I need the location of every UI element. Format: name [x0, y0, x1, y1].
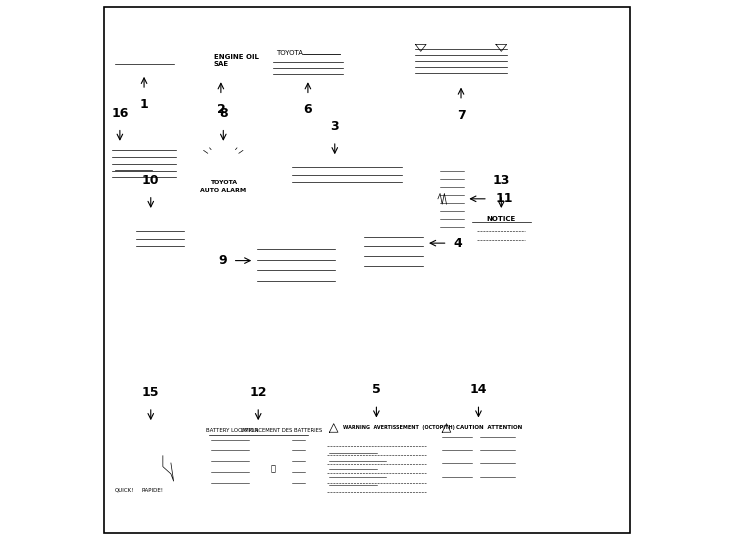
Bar	[109, 211, 192, 254]
Bar	[192, 144, 254, 198]
Bar	[464, 71, 479, 82]
Bar	[442, 71, 457, 82]
Bar	[437, 421, 520, 434]
Text: 1: 1	[139, 98, 148, 111]
Text: 16: 16	[111, 106, 128, 119]
Text: EMPLACEMENT DES BATTERIES: EMPLACEMENT DES BATTERIES	[241, 428, 322, 434]
Bar	[262, 157, 407, 198]
Text: 15: 15	[142, 386, 159, 399]
Bar	[168, 237, 184, 243]
Bar	[404, 258, 420, 265]
Bar	[378, 180, 399, 193]
Text: RAPIDE!: RAPIDE!	[142, 488, 164, 493]
Bar	[109, 144, 179, 184]
Bar	[437, 421, 520, 501]
Bar	[131, 237, 147, 243]
Bar	[123, 440, 128, 444]
Bar	[469, 211, 534, 270]
Bar	[294, 69, 308, 77]
Text: WARNING  AVERTISSEMENT  (OCTOPITH): WARNING AVERTISSEMENT (OCTOPITH)	[343, 425, 454, 430]
Bar	[485, 71, 501, 82]
Text: 14: 14	[470, 383, 487, 396]
Bar	[362, 211, 426, 275]
Text: 5: 5	[372, 383, 381, 396]
Polygon shape	[279, 217, 306, 230]
Bar	[230, 60, 240, 69]
Bar	[131, 245, 147, 251]
Bar	[324, 421, 429, 434]
Text: 9: 9	[219, 254, 228, 267]
Text: SAE: SAE	[214, 61, 229, 68]
Bar	[112, 440, 117, 444]
Bar	[150, 237, 166, 243]
Bar	[117, 429, 122, 434]
Bar	[410, 42, 512, 85]
Bar	[187, 50, 208, 77]
Bar	[437, 163, 466, 235]
Bar	[260, 268, 332, 286]
Bar	[112, 434, 117, 439]
Text: AUTO ALARM: AUTO ALARM	[200, 188, 247, 193]
Bar	[168, 245, 184, 251]
Bar	[474, 222, 528, 248]
Bar	[136, 434, 179, 485]
Text: 2: 2	[217, 104, 225, 117]
Text: NOTICE: NOTICE	[487, 217, 516, 222]
Bar	[117, 434, 122, 439]
Text: 7: 7	[457, 109, 465, 122]
Text: 3: 3	[330, 120, 339, 133]
Bar	[386, 258, 401, 265]
Bar	[109, 52, 179, 74]
Text: BATTERY LOCATION: BATTERY LOCATION	[206, 428, 258, 434]
Bar	[206, 423, 310, 498]
Bar	[367, 258, 382, 265]
Bar	[324, 421, 429, 501]
Text: 🚗: 🚗	[271, 464, 275, 473]
Text: ENGINE OIL: ENGINE OIL	[214, 53, 259, 60]
Bar	[112, 429, 117, 434]
Bar	[265, 163, 286, 192]
Text: 12: 12	[250, 386, 267, 399]
Bar	[421, 71, 436, 82]
Bar	[367, 266, 382, 273]
Text: TOYOTA: TOYOTA	[210, 180, 237, 185]
Bar	[123, 429, 128, 434]
Bar	[112, 245, 128, 251]
Bar	[123, 434, 128, 439]
Text: TOYOTA: TOYOTA	[276, 50, 302, 56]
Bar	[150, 245, 166, 251]
Bar	[254, 230, 338, 292]
Bar	[184, 47, 276, 79]
Text: 4: 4	[453, 237, 462, 249]
Bar	[276, 69, 289, 77]
Bar	[115, 59, 174, 70]
Bar	[270, 44, 346, 79]
Bar	[121, 477, 135, 488]
Text: 8: 8	[219, 106, 228, 119]
Bar	[117, 440, 122, 444]
Bar	[112, 237, 128, 243]
Text: CAUTION  ATTENTION: CAUTION ATTENTION	[456, 425, 522, 430]
Bar	[404, 266, 420, 273]
Text: QUICK!: QUICK!	[115, 488, 134, 493]
Text: 10: 10	[142, 174, 159, 187]
Bar	[386, 266, 401, 273]
Text: 6: 6	[304, 104, 312, 117]
Bar	[109, 423, 192, 496]
Bar	[254, 453, 289, 485]
Text: 13: 13	[493, 174, 510, 187]
Bar	[242, 60, 252, 69]
Text: 11: 11	[496, 192, 514, 205]
